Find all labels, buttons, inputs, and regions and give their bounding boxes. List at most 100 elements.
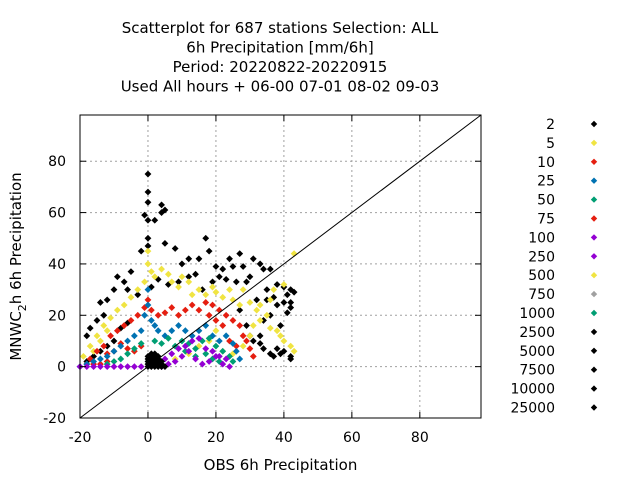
scatter-point [134,311,142,319]
scatter-point [144,216,152,224]
legend-label: 2500 [519,325,555,341]
scatter-point [161,355,169,363]
scatter-point [256,317,264,324]
y-tick-label: 80 [48,154,66,170]
scatter-point [127,268,135,276]
scatter-point [239,263,247,270]
scatter-point [229,358,237,365]
legend-label: 7500 [519,363,555,379]
scatter-point [168,350,176,358]
legend-marker [590,234,598,241]
legend-label: 500 [528,268,555,284]
scatter-point [127,317,135,324]
axis-ticks: -20 0 20 40 60 80 -20 0 20 40 60 80 [43,115,481,446]
scatter-point [103,352,111,360]
legend: 2510255075100250500750100025005000750010… [510,117,598,417]
scatter-point [195,255,203,263]
legend-label: 1000 [519,306,555,322]
scatter-point [134,291,142,299]
scatter-point [280,281,288,288]
y-tick-label: 60 [48,206,66,222]
scatter-point [120,301,128,309]
scatter-point [86,342,94,350]
scatter-point [141,311,148,319]
legend-label: 75 [537,212,555,228]
scatter-point [273,281,281,288]
scatter-point [249,352,257,360]
title-line: Used All hours + 06-00 07-01 08-02 09-03 [121,78,440,96]
y-tick-label: 0 [57,360,66,376]
scatter-point [158,265,165,273]
scatter-point [110,286,118,294]
scatter-point [192,345,199,353]
scatter-point [205,334,213,342]
legend-marker [590,158,598,165]
scatter-point [209,283,216,291]
scatter-point [161,332,169,340]
legend-marker [590,404,598,411]
legend-marker [590,385,598,392]
y-axis-label-main: MNWC [7,311,25,360]
scatter-point [178,260,186,268]
scatter-point [124,337,131,345]
y-axis-label: MNWC2h 6h Precipitation [7,172,29,360]
scatter-point [212,317,220,324]
scatter-point [124,286,131,294]
scatter-point [188,337,196,345]
scatter-point [110,347,118,355]
scatter-point [147,283,155,291]
scatter-point [171,358,179,365]
legend-marker [590,328,598,336]
scatter-point [256,332,264,340]
scatter-point [151,337,159,345]
scatter-point [147,306,155,314]
scatter-point [144,242,152,250]
scatter-point [215,352,223,360]
scatter-point [137,363,145,371]
plot-frame [79,114,482,419]
scatter-point [229,340,237,347]
scatter-point [103,327,111,335]
scatter-point [212,288,220,296]
legend-label: 25 [537,174,555,190]
scatter-point [188,301,196,309]
scatter-point [171,245,179,252]
scatter-point [270,286,278,294]
scatter-point [226,286,233,294]
scatter-point [151,216,159,224]
scatter-point [212,327,220,335]
scatter-point [243,337,250,345]
scatter-point [144,286,152,294]
scatter-point [134,286,142,294]
scatter-point [195,334,203,342]
scatter-point [154,275,162,283]
scatter-point [178,352,186,360]
scatter-point [144,198,152,206]
scatter-point [232,347,240,355]
scatter-point [266,296,274,304]
legend-label: 10000 [510,382,555,398]
scatter-point [209,332,216,340]
scatter-point [96,363,104,371]
scatter-point [175,311,182,319]
scatter-point [120,322,128,329]
scatter-point [103,296,111,304]
scatter-point [154,327,162,335]
scatter-point [263,286,271,294]
legend-marker [590,196,598,203]
scatter-point [93,332,101,340]
scatter-point [137,340,145,347]
scatter-point [236,322,244,329]
scatter-point [246,345,254,353]
scatter-point [86,324,94,332]
diagonal-line [79,114,482,419]
scatter-point [147,268,155,276]
scatter-point [253,306,261,314]
scatter-point [222,311,230,319]
legend-label: 10 [537,155,555,171]
scatter-point [117,355,125,363]
scatter-point [263,311,271,319]
scatter-point [202,299,210,306]
scatter-point [209,355,216,363]
scatter-point [249,255,257,263]
